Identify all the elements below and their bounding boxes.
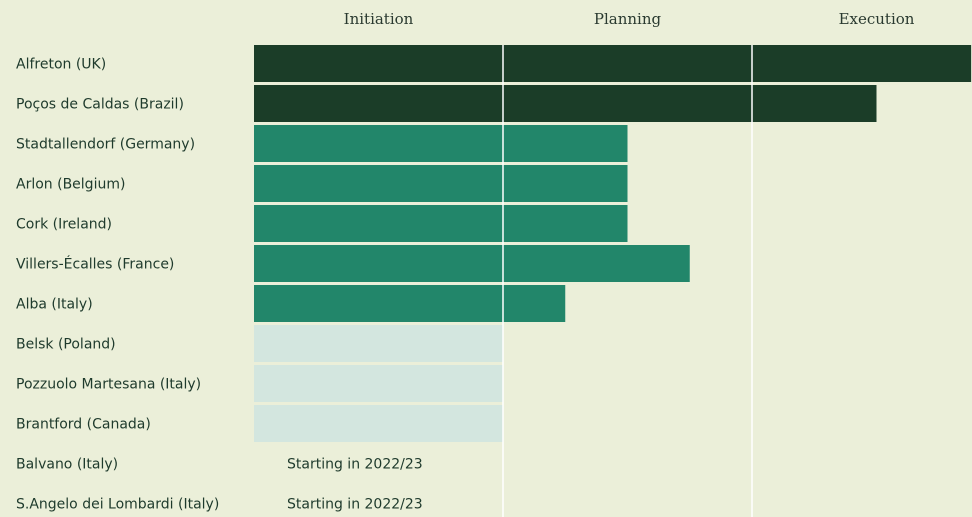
bar [254, 325, 503, 362]
category-label: Balvano (Italy) [16, 457, 118, 473]
category-label: Poços de Caldas (Brazil) [16, 97, 184, 113]
category-label: Cork (Ireland) [16, 217, 112, 233]
bar [254, 125, 628, 162]
category-label: S.Angelo dei Lombardi (Italy) [16, 497, 219, 513]
category-label: Stadtallendorf (Germany) [16, 137, 195, 153]
status-label: Starting in 2022/23 [287, 497, 423, 513]
category-label: Belsk (Poland) [16, 337, 116, 353]
category-label: Villers-Écalles (France) [16, 256, 174, 273]
category-label: Alba (Italy) [16, 297, 93, 313]
bar [254, 405, 503, 442]
bar [254, 285, 566, 322]
category-label: Arlon (Belgium) [16, 177, 125, 193]
category-label: Alfreton (UK) [16, 57, 106, 73]
category-label: Pozzuolo Martesana (Italy) [16, 377, 201, 393]
bar [254, 205, 628, 242]
bar [254, 45, 972, 82]
bar [254, 365, 503, 402]
bar [254, 245, 690, 282]
phase-label: Initiation [344, 10, 414, 28]
category-label: Brantford (Canada) [16, 417, 151, 433]
status-label: Starting in 2022/23 [287, 457, 423, 473]
phase-label: Planning [594, 10, 662, 28]
phase-label: Execution [839, 10, 915, 28]
bar [254, 165, 628, 202]
bar [254, 85, 877, 122]
